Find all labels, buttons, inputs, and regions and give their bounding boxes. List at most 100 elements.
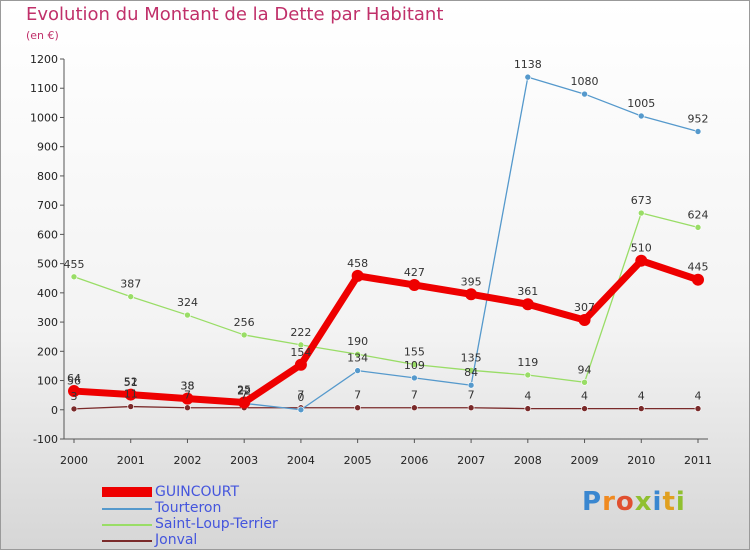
data-point-jonval — [694, 405, 702, 412]
data-point-jonval — [184, 404, 191, 412]
legend-swatch-saint-loup-terrier — [102, 524, 152, 526]
data-label-guincourt: 307 — [574, 301, 595, 314]
y-tick-label: 300 — [37, 316, 58, 329]
data-label-tourteron: 109 — [404, 359, 425, 372]
x-tick-label: 2009 — [571, 454, 599, 467]
data-label-tourteron: 56 — [67, 374, 81, 387]
brand-letter: x — [634, 487, 653, 517]
series-line-saint-loup-terrier — [73, 212, 699, 383]
x-tick-label: 2000 — [60, 454, 88, 467]
brand-letter: i — [652, 487, 663, 517]
data-label-tourteron: 84 — [464, 366, 478, 379]
data-point-jonval — [581, 405, 588, 412]
data-point-guincourt — [635, 254, 648, 267]
x-tick-label: 2001 — [117, 454, 145, 467]
data-label-guincourt: 361 — [517, 285, 538, 298]
y-tick-label: 1200 — [30, 53, 58, 66]
data-point-tourteron — [354, 367, 361, 374]
data-label-guincourt: 510 — [631, 242, 652, 255]
data-point-jonval — [127, 403, 135, 410]
data-label-saint-loup-terrier: 222 — [290, 326, 311, 339]
y-tick-label: 700 — [37, 199, 58, 212]
data-point-guincourt — [68, 385, 80, 398]
series-line-jonval — [73, 405, 699, 410]
data-label-jonval: 7 — [468, 389, 475, 402]
data-point-guincourt — [238, 396, 251, 409]
data-labels: 3 11 7 7 7 7 7 7 4 4 4 4 455 387 324 256 222 190 155 135 119… — [64, 58, 709, 404]
data-label-saint-loup-terrier: 119 — [517, 356, 538, 369]
brand-letter: i — [675, 487, 686, 517]
data-label-guincourt: 395 — [461, 275, 482, 288]
data-label-jonval: 4 — [524, 390, 531, 403]
data-label-tourteron: 134 — [347, 352, 368, 365]
data-point-saint-loup-terrier — [297, 341, 305, 349]
data-point-guincourt — [124, 388, 137, 401]
data-point-tourteron — [467, 381, 475, 389]
data-point-guincourt — [465, 288, 478, 301]
data-point-guincourt — [692, 273, 704, 286]
data-label-guincourt: 52 — [124, 376, 138, 389]
chart-subtitle: (en €) — [26, 29, 59, 42]
data-label-tourteron: 22 — [237, 384, 251, 397]
y-tick-label: 600 — [37, 228, 58, 241]
data-point-guincourt — [578, 314, 591, 327]
chart-title: Evolution du Montant de la Dette par Hab… — [26, 4, 444, 25]
data-point-jonval — [467, 404, 475, 412]
y-tick-label: 1100 — [30, 82, 58, 95]
data-label-saint-loup-terrier: 324 — [177, 296, 198, 309]
brand-letter: P — [582, 487, 603, 517]
data-label-saint-loup-terrier: 155 — [404, 345, 425, 358]
data-point-jonval — [637, 405, 645, 412]
data-point-saint-loup-terrier — [240, 331, 248, 339]
data-label-jonval: 7 — [354, 389, 361, 402]
data-label-guincourt: 458 — [347, 257, 368, 270]
brand-letter: o — [615, 487, 635, 517]
data-label-jonval: 7 — [241, 389, 248, 402]
y-tick-label: 400 — [37, 287, 58, 300]
data-label-tourteron: 1005 — [627, 97, 655, 110]
legend-swatch-jonval — [102, 540, 152, 542]
data-label-jonval: 11 — [124, 388, 138, 401]
y-tick-label: 1000 — [30, 111, 58, 124]
x-tick-label: 2008 — [514, 454, 542, 467]
legend-label: Jonval — [155, 532, 198, 548]
y-tick-label: 100 — [37, 375, 58, 388]
legend-label: Tourteron — [155, 500, 222, 516]
data-label-saint-loup-terrier: 94 — [578, 363, 592, 376]
y-tick-label: 200 — [37, 345, 58, 358]
data-point-guincourt — [521, 298, 534, 311]
series-layer — [68, 73, 704, 414]
data-point-tourteron — [581, 90, 588, 98]
data-label-jonval: 3 — [71, 390, 78, 403]
legend-swatch-tourteron — [102, 508, 152, 510]
data-point-jonval — [411, 404, 418, 412]
x-tick-label: 2004 — [287, 454, 315, 467]
data-point-saint-loup-terrier — [70, 273, 78, 281]
data-label-tourteron: 0 — [297, 391, 304, 404]
y-tick-label: 900 — [37, 141, 58, 154]
data-point-jonval — [70, 405, 78, 413]
x-tick-label: 2005 — [344, 454, 372, 467]
y-tick-label: 0 — [51, 404, 58, 417]
data-point-guincourt — [294, 358, 307, 371]
data-label-jonval: 4 — [695, 390, 702, 403]
data-label-saint-loup-terrier: 190 — [347, 335, 368, 348]
data-point-tourteron — [297, 406, 305, 414]
data-label-guincourt: 64 — [67, 372, 81, 385]
data-label-jonval: 7 — [184, 389, 191, 402]
x-tick-label: 2003 — [230, 454, 258, 467]
data-label-tourteron: 1080 — [571, 75, 599, 88]
data-point-saint-loup-terrier — [694, 224, 702, 231]
data-label-tourteron: 51 — [124, 376, 138, 389]
series-line-guincourt — [70, 257, 702, 406]
data-label-tourteron: 952 — [688, 112, 709, 125]
x-tick-label: 2006 — [400, 454, 428, 467]
data-label-jonval: 7 — [411, 389, 418, 402]
legend-label: Saint-Loup-Terrier — [155, 516, 278, 532]
data-point-saint-loup-terrier — [524, 371, 532, 379]
legend-swatch-guincourt — [102, 487, 152, 497]
y-tick-label: 500 — [37, 258, 58, 271]
x-tick-label: 2011 — [684, 454, 712, 467]
data-label-tourteron: 38 — [180, 380, 194, 393]
